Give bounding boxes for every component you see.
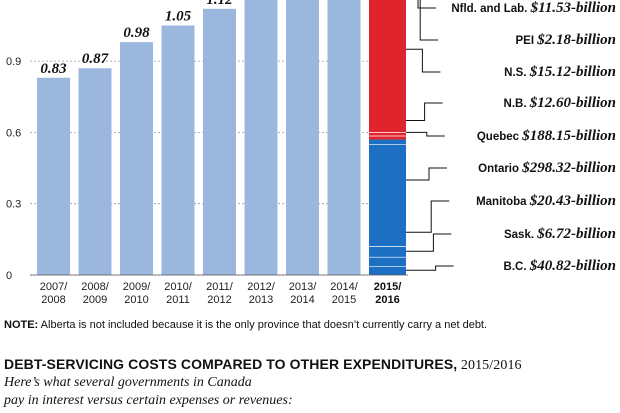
leader-line <box>406 131 445 137</box>
x-tick-label: 2010 <box>124 294 148 306</box>
province-name: N.B. <box>504 98 530 110</box>
province-label: Manitoba $20.43-billion <box>476 193 616 209</box>
province-amount: $15.12-billion <box>529 64 616 80</box>
province-name: B.C. <box>504 261 530 273</box>
province-label: PEI $2.18-billion <box>516 32 617 48</box>
bar-value-label: 0.87 <box>82 51 109 67</box>
bar-value-label: 1.12 <box>206 0 233 8</box>
bar <box>203 8 236 275</box>
y-tick-label: 0.9 <box>6 56 21 68</box>
province-name: Quebec <box>477 131 522 143</box>
section-heading: DEBT-SERVICING COSTS COMPARED TO OTHER E… <box>4 356 616 374</box>
province-label: N.S. $15.12-billion <box>504 64 616 80</box>
bar <box>78 68 112 275</box>
leader-line <box>406 233 452 252</box>
province-amount: $20.43-billion <box>529 193 616 209</box>
leader-line <box>406 200 450 233</box>
province-label: Sask. $6.72-billion <box>504 226 616 242</box>
x-tick-label: 2009/ <box>123 281 151 293</box>
x-tick-label: 2008 <box>41 294 65 306</box>
leader-line <box>406 48 441 73</box>
province-amount: $188.15-billion <box>521 128 616 144</box>
x-tick-label: 2015 <box>332 294 356 306</box>
province-label: B.C. $40.82-billion <box>504 258 616 274</box>
x-tick-label: 2014 <box>290 294 314 306</box>
bar <box>120 42 153 275</box>
debt-bar-chart: 00.30.60.91.20.832007/20080.872008/20090… <box>6 0 617 306</box>
leader-line <box>417 0 436 9</box>
bar-2015-2016-interest-blue <box>369 139 406 275</box>
bar-value-label: 0.83 <box>40 61 67 77</box>
province-amount: $2.18-billion <box>536 32 616 48</box>
province-amount: $40.82-billion <box>529 258 616 274</box>
bar <box>161 25 195 276</box>
section-subtitle-line1: Here’s what several governments in Canad… <box>4 375 252 390</box>
section-title: DEBT-SERVICING COSTS COMPARED TO OTHER E… <box>4 356 458 372</box>
x-tick-label: 2011/ <box>206 281 234 293</box>
leader-line <box>406 167 447 181</box>
chart-note: NOTE: Alberta is not included because it… <box>4 319 616 331</box>
x-tick-label: 2008/ <box>81 281 109 293</box>
province-label: N.B. $12.60-billion <box>504 95 616 111</box>
x-tick-label: 2012 <box>207 294 231 306</box>
y-tick-label: 0 <box>6 270 12 282</box>
x-tick-label: 2013/ <box>289 281 317 293</box>
province-amount: $12.60-billion <box>529 95 616 111</box>
x-tick-label: 2012/ <box>247 281 275 293</box>
leader-line <box>406 265 454 271</box>
province-name: Manitoba <box>476 196 530 208</box>
province-amount: $298.32-billion <box>521 160 616 176</box>
x-tick-label: 2013 <box>249 294 273 306</box>
province-name: Ontario <box>478 163 522 175</box>
province-name: PEI <box>516 35 538 47</box>
province-amount: $11.53-billion <box>530 0 616 16</box>
bar <box>244 0 278 275</box>
leader-line <box>419 0 439 41</box>
leader-line <box>406 102 443 122</box>
bar <box>37 77 70 276</box>
province-label: Nfld. and Lab. $11.53-billion <box>451 0 616 16</box>
x-tick-label: 2010/ <box>164 281 192 293</box>
province-name: Nfld. and Lab. <box>451 3 530 15</box>
section-year: 2015/2016 <box>457 358 522 373</box>
province-name: N.S. <box>504 67 530 79</box>
bar <box>327 0 361 276</box>
x-tick-label: 2014/ <box>330 281 358 293</box>
x-tick-label: 2009 <box>83 294 107 306</box>
province-label: Quebec $188.15-billion <box>477 128 616 144</box>
bar-value-label: 0.98 <box>123 25 150 41</box>
y-tick-label: 0.3 <box>6 199 21 211</box>
bar-2015-2016-interest-red <box>369 0 406 140</box>
bar-value-label: 1.05 <box>165 8 192 24</box>
note-text: Alberta is not included because it is th… <box>38 319 488 331</box>
x-tick-label: 2011 <box>166 294 190 306</box>
bar <box>286 0 319 276</box>
x-tick-label: 2016 <box>375 294 399 306</box>
section-subtitle-line2: pay in interest versus certain expenses … <box>4 393 293 408</box>
province-name: Sask. <box>504 229 537 241</box>
x-tick-label: 2007/ <box>40 281 68 293</box>
province-amount: $6.72-billion <box>536 226 616 242</box>
x-tick-label: 2015/ <box>374 281 402 293</box>
province-label: Ontario $298.32-billion <box>478 160 616 176</box>
note-label: NOTE: <box>4 319 39 331</box>
y-tick-label: 0.6 <box>6 127 21 139</box>
